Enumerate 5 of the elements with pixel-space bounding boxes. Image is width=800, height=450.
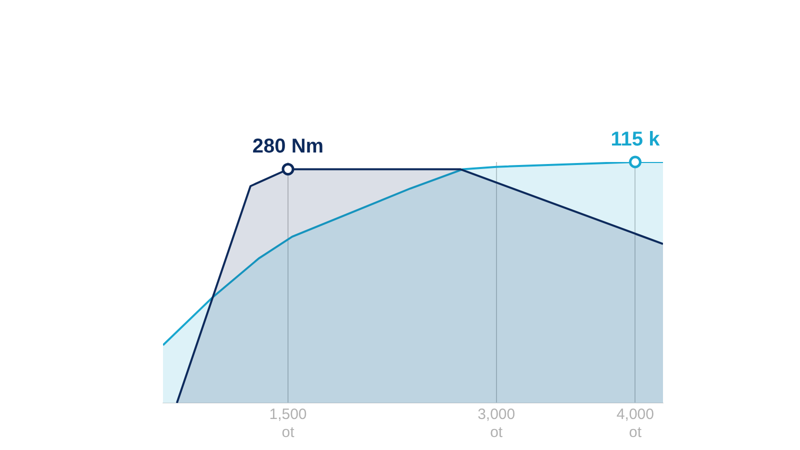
x-tick-label: 1,500 ot: [269, 406, 307, 442]
annotation: 115 k: [610, 128, 661, 151]
x-tick-label: 3,000 ot: [478, 406, 516, 442]
annotation: 280 Nm: [252, 136, 324, 158]
x-tick-label: 4,000 ot: [616, 406, 654, 442]
